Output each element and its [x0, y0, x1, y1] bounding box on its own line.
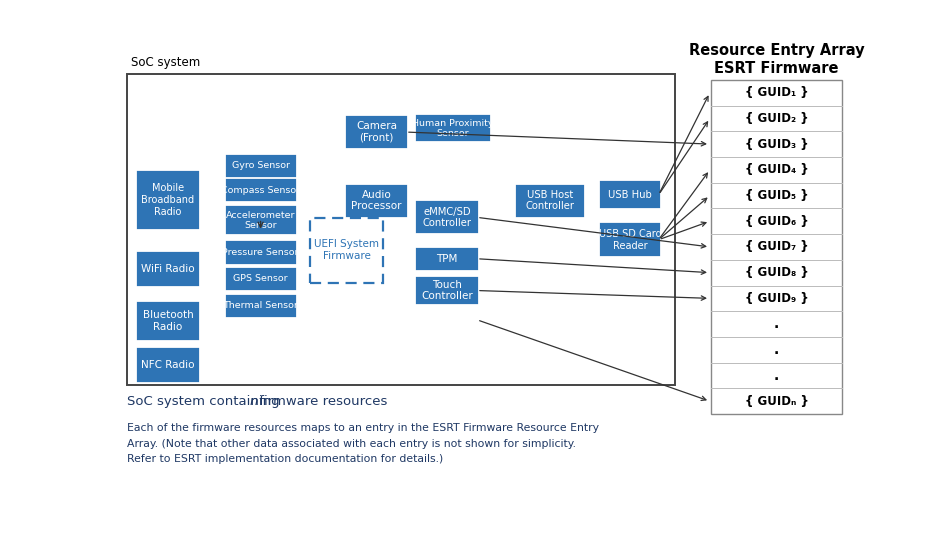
Bar — [600, 224, 658, 255]
Text: USB Host
Controller: USB Host Controller — [525, 190, 574, 211]
Text: Accelerometer
Sensor: Accelerometer Sensor — [226, 211, 295, 230]
Bar — [138, 172, 197, 228]
Text: SoC system: SoC system — [131, 56, 200, 70]
Text: { GUID₄ }: { GUID₄ } — [744, 163, 807, 176]
Text: firmware resources: firmware resources — [255, 395, 387, 408]
Bar — [416, 116, 488, 141]
Bar — [227, 156, 295, 176]
Bar — [227, 296, 295, 316]
Text: USB Hub: USB Hub — [608, 190, 651, 200]
Text: Each of the firmware resources maps to an entry in the ESRT Firmware Resource En: Each of the firmware resources maps to a… — [126, 422, 598, 433]
Bar — [227, 269, 295, 289]
Text: eMMC/SD
Controller: eMMC/SD Controller — [422, 206, 471, 228]
Bar — [416, 203, 477, 232]
Text: WiFi Radio: WiFi Radio — [141, 264, 194, 274]
Text: { GUID₇ }: { GUID₇ } — [744, 241, 807, 254]
Bar — [347, 186, 406, 216]
Bar — [347, 117, 406, 147]
Text: Pressure Sensor: Pressure Sensor — [222, 248, 298, 257]
Text: Resource Entry Array: Resource Entry Array — [688, 43, 864, 58]
Text: Array. (Note that other data associated with each entry is not shown for simplic: Array. (Note that other data associated … — [126, 439, 575, 449]
Text: { GUID₆ }: { GUID₆ } — [744, 214, 807, 228]
Text: Audio
Processor: Audio Processor — [351, 190, 401, 211]
Text: Human Proximity
Sensor: Human Proximity Sensor — [412, 118, 493, 138]
Bar — [227, 242, 295, 262]
Text: Gyro Sensor: Gyro Sensor — [231, 161, 289, 171]
Text: GPS Sensor: GPS Sensor — [233, 274, 288, 283]
Text: { GUIDₙ }: { GUIDₙ } — [744, 395, 808, 408]
Text: n: n — [249, 395, 258, 408]
Text: .: . — [773, 343, 779, 357]
Text: { GUID₁ }: { GUID₁ } — [744, 86, 807, 99]
Text: .: . — [773, 369, 779, 382]
Text: Compass Sensor: Compass Sensor — [221, 186, 300, 195]
Text: USB SD Card
Reader: USB SD Card Reader — [598, 229, 661, 250]
Text: Camera
(Front): Camera (Front) — [356, 121, 396, 143]
Bar — [516, 186, 582, 216]
Text: Touch
Controller: Touch Controller — [421, 280, 472, 301]
Text: Mobile
Broadband
Radio: Mobile Broadband Radio — [142, 184, 194, 217]
Bar — [126, 73, 674, 385]
Bar — [711, 80, 841, 414]
Text: { GUID₉ }: { GUID₉ } — [744, 292, 807, 305]
Text: Thermal Sensor: Thermal Sensor — [223, 301, 297, 311]
Bar — [416, 277, 477, 304]
Text: .: . — [773, 317, 779, 331]
Text: { GUID₃ }: { GUID₃ } — [744, 137, 807, 150]
Text: NFC Radio: NFC Radio — [141, 360, 194, 370]
Bar — [416, 249, 477, 269]
Text: UEFI System
Firmware: UEFI System Firmware — [313, 239, 379, 261]
Text: SoC system containing: SoC system containing — [126, 395, 283, 408]
Text: { GUID₂ }: { GUID₂ } — [744, 112, 807, 125]
Bar — [138, 253, 197, 285]
Text: Bluetooth
Radio: Bluetooth Radio — [143, 311, 194, 332]
Text: TPM: TPM — [436, 254, 457, 264]
Text: { GUID₈ }: { GUID₈ } — [744, 266, 807, 279]
Bar — [600, 182, 658, 207]
Bar — [138, 350, 197, 381]
Text: { GUID₅ }: { GUID₅ } — [744, 189, 807, 202]
Text: Refer to ESRT implementation documentation for details.): Refer to ESRT implementation documentati… — [126, 454, 443, 464]
Bar — [138, 304, 197, 339]
Bar — [227, 207, 295, 233]
Bar — [227, 180, 295, 200]
Text: ESRT Firmware: ESRT Firmware — [714, 61, 838, 77]
Bar — [310, 218, 383, 282]
